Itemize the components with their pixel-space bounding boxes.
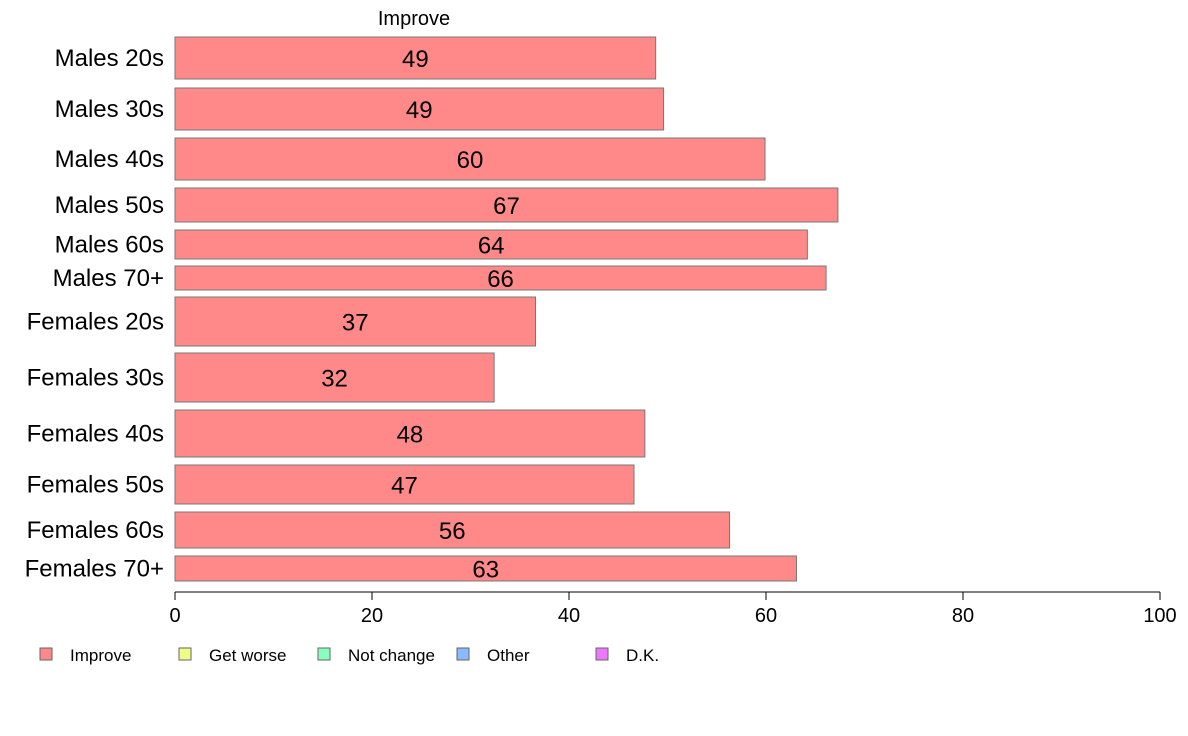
data-label: 49: [402, 46, 429, 73]
x-tick-label: 100: [1143, 605, 1176, 627]
data-label: 60: [457, 147, 484, 174]
bar: [174, 265, 827, 291]
bar: [174, 511, 731, 549]
legend-swatch: [456, 647, 470, 661]
category-label: Males 20s: [55, 45, 164, 72]
data-label: 49: [406, 97, 433, 124]
x-tick-label: 20: [361, 605, 383, 627]
data-label: 56: [439, 518, 466, 545]
category-label: Females 40s: [27, 421, 164, 448]
bar: [174, 464, 635, 505]
legend-swatch: [178, 647, 192, 661]
data-label: 47: [391, 473, 418, 500]
x-tick-label: 60: [755, 605, 777, 627]
x-axis: 0 20 40 60 80 100: [169, 591, 1177, 627]
legend-swatch: [39, 647, 53, 661]
bar: [174, 36, 657, 80]
legend-label: Other: [487, 646, 530, 665]
x-tick-label: 80: [952, 605, 974, 627]
bar: [174, 409, 646, 458]
bar: [174, 137, 766, 181]
legend-swatch: [595, 647, 609, 661]
category-label: Females 70+: [25, 556, 164, 583]
legend-label: Not change: [348, 646, 435, 665]
category-label: Males 70+: [53, 265, 164, 292]
bar: [174, 87, 665, 131]
data-label: 48: [397, 422, 424, 449]
bars-layer: Males 20s 49 Males 30s 49 Males 40s 60 Males 5…: [25, 36, 839, 584]
category-label: Males 30s: [55, 96, 164, 123]
bar: [174, 229, 808, 260]
data-label: 67: [493, 193, 520, 220]
x-tick-label: 40: [558, 605, 580, 627]
data-label: 32: [321, 366, 348, 393]
bar: [174, 352, 495, 403]
category-label: Males 60s: [55, 232, 164, 259]
legend-label: Improve: [70, 646, 131, 665]
chart-title: Improve: [378, 8, 450, 30]
bar: [174, 296, 537, 347]
legend-swatch: [317, 647, 331, 661]
data-label: 63: [472, 557, 499, 584]
bar: [174, 555, 798, 582]
legend: Improve Get worse Not change Other D.K.: [39, 646, 659, 665]
data-label: 66: [487, 266, 514, 293]
bar: [174, 187, 839, 223]
data-label: 64: [478, 233, 505, 260]
category-label: Females 60s: [27, 517, 164, 544]
legend-label: Get worse: [209, 646, 286, 665]
category-label: Females 20s: [27, 309, 164, 336]
category-label: Males 50s: [55, 192, 164, 219]
legend-label: D.K.: [626, 646, 659, 665]
category-label: Females 50s: [27, 472, 164, 499]
data-label: 37: [342, 310, 369, 337]
category-label: Females 30s: [27, 365, 164, 392]
x-tick-label: 0: [169, 605, 180, 627]
category-label: Males 40s: [55, 146, 164, 173]
